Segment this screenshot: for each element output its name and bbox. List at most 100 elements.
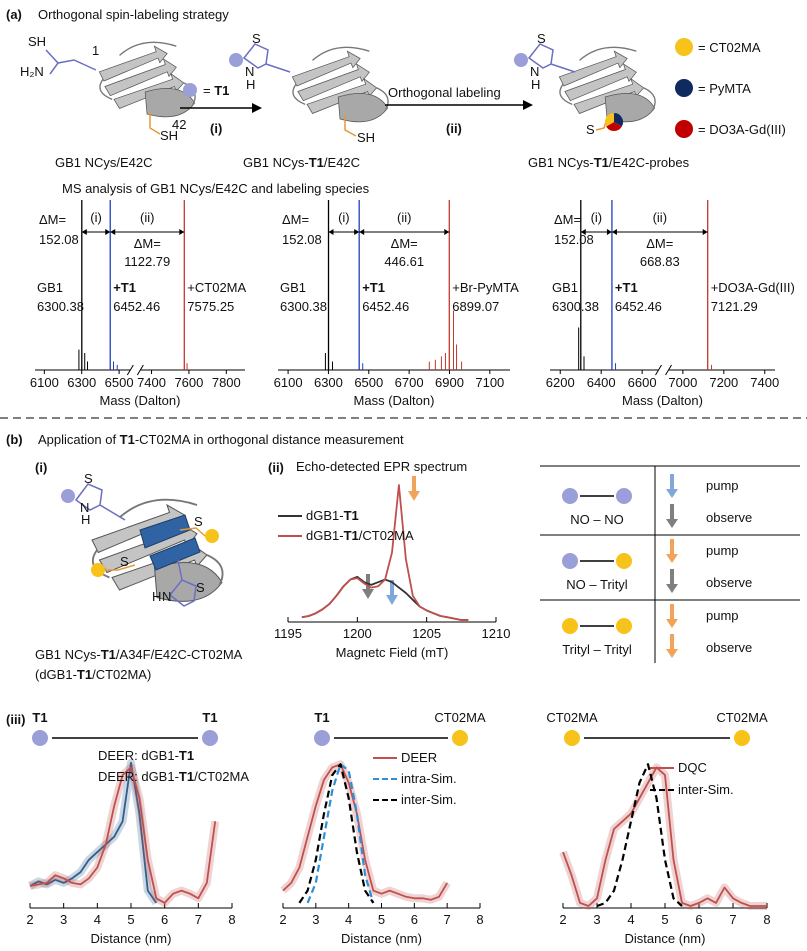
residue-number: 1 [92,43,99,58]
spin-label [616,488,632,504]
pair-label: Trityl – Trityl [562,642,632,657]
pump-arrow-head [666,619,678,628]
pair-label: NO – NO [570,512,623,527]
x-tick-label: 3 [60,912,67,927]
peak-mass: 7575.25 [187,299,234,314]
probe-label: = CT02MA [698,40,761,55]
atom-label: S [84,471,93,486]
peak-mass: 6300.38 [280,299,327,314]
panel-title-part: Application of [38,432,120,447]
spin-label-name: T1 [202,710,217,725]
x-tick-label: 2 [559,912,566,927]
sub-label: (ii) [268,460,284,475]
x-axis-title: Distance (nm) [625,931,706,946]
x-axis-title: Mass (Dalton) [354,393,435,408]
sub-label: (i) [35,460,47,475]
caption: GB1 NCys-T1/A34F/E42C-CT02MA [35,647,243,662]
pump-arrow [666,539,678,563]
spin-label [562,553,578,569]
table-frame [540,465,800,663]
legend-label-part: DEER: dGB1- [98,769,179,784]
step-label: Orthogonal labeling [388,85,501,100]
x-tick-label: 4 [627,912,634,927]
step-label: (i) [90,210,102,225]
observe-arrow-head [666,649,678,658]
bond [344,115,357,137]
delta-arrowhead [611,229,617,235]
caption-part: T1 [101,647,116,662]
x-tick-label: 6600 [628,375,657,390]
spin-label-name: CT02MA [434,710,486,725]
reagent-label-part: T1 [214,83,229,98]
caption-part: (dGB1- [35,667,77,682]
protein-cartoon [98,41,196,118]
atom-label: SH [28,34,46,49]
caption-part: /E42C-probes [609,155,690,170]
delta-label: ΔM= [39,212,66,227]
curve [301,484,469,621]
sub-label: (iii) [6,712,26,727]
spin-label [734,730,750,746]
axis-break [126,364,144,376]
pump-arrow [408,476,420,501]
x-tick-label: 7 [729,912,736,927]
caption: GB1 NCys-T1/E42C-probes [528,155,690,170]
atom-label: H [152,589,161,604]
observe-arrow [362,574,374,599]
peak-name: GB1 [552,280,578,295]
panel-title: Orthogonal spin-labeling strategy [38,7,229,22]
nitroxide [183,83,197,97]
legend-label-part: /CT02MA [194,769,249,784]
step-label: (ii) [653,210,667,225]
atom-label: H [531,77,540,92]
bond [149,112,161,135]
x-tick-label: 7400 [750,375,779,390]
spin-label-name: CT02MA [716,710,768,725]
residue-number: 42 [172,117,186,132]
peak-name: +Br-PyMTA [452,280,519,295]
x-tick-label: 6700 [395,375,424,390]
caption-part: T1 [594,155,609,170]
atom-label: S [194,514,203,529]
observe-label: observe [706,575,752,590]
delta-arrowhead [606,229,612,235]
x-tick-label: 6300 [67,375,96,390]
atom-label: S [537,31,546,46]
legend-label: DEER [401,750,437,765]
probe-swatch [675,79,693,97]
delta-arrowhead [444,229,450,235]
delta-arrowhead [359,229,365,235]
x-tick-label: 3 [312,912,319,927]
section-title: MS analysis of GB1 NCys/E42C and labelin… [62,181,370,196]
step-label: (ii) [446,121,462,136]
x-tick-label: 4 [345,912,352,927]
peak-mass: 7121.29 [711,299,758,314]
curve [29,766,217,904]
x-tick-label: 8 [228,912,235,927]
spin-label [562,618,578,634]
x-tick-label: 2 [279,912,286,927]
atom-label: H₂N [20,64,44,79]
x-tick-label: 6 [411,912,418,927]
atom-label: S [196,580,205,595]
panel-title-part: T1 [120,432,135,447]
x-tick-label: 7100 [475,375,504,390]
spin-label [616,553,632,569]
curve [282,763,448,901]
x-tick-label: 7 [195,912,202,927]
probe-label: = PyMTA [698,81,751,96]
peak-mass: 6452.46 [615,299,662,314]
observe-label: observe [706,510,752,525]
caption-part: /CT02MA) [92,667,151,682]
step-label: (ii) [140,210,154,225]
panel-title-part: -CT02MA in orthogonal distance measureme… [135,432,404,447]
atom-label: S [586,122,595,137]
delta-arrowhead [354,229,360,235]
atom-label: N [245,64,254,79]
pump-arrow-head [666,489,678,498]
probe-label: = DO3A-Gd(III) [698,122,786,137]
delta-arrowhead [110,229,116,235]
x-tick-label: 5 [378,912,385,927]
atom-label: N [80,500,89,515]
legend-label: DEER: dGB1-T1 [98,748,194,763]
